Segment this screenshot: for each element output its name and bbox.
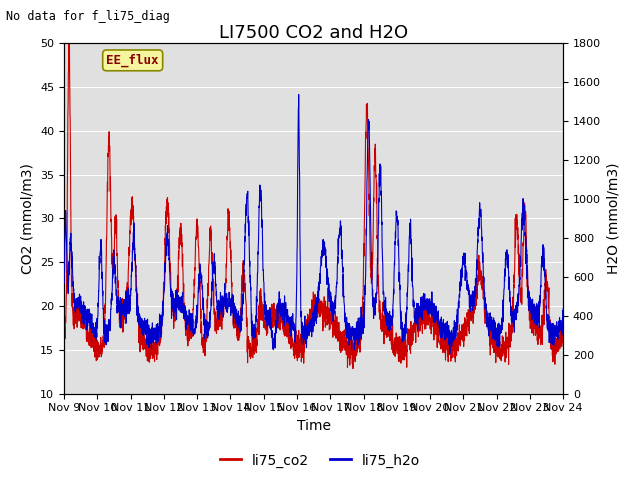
X-axis label: Time: Time [296,419,331,433]
Y-axis label: CO2 (mmol/m3): CO2 (mmol/m3) [20,163,35,274]
Title: LI7500 CO2 and H2O: LI7500 CO2 and H2O [219,24,408,42]
Text: EE_flux: EE_flux [106,54,159,67]
Text: No data for f_li75_diag: No data for f_li75_diag [6,10,170,23]
Legend: li75_co2, li75_h2o: li75_co2, li75_h2o [214,448,426,473]
Y-axis label: H2O (mmol/m3): H2O (mmol/m3) [607,163,621,274]
